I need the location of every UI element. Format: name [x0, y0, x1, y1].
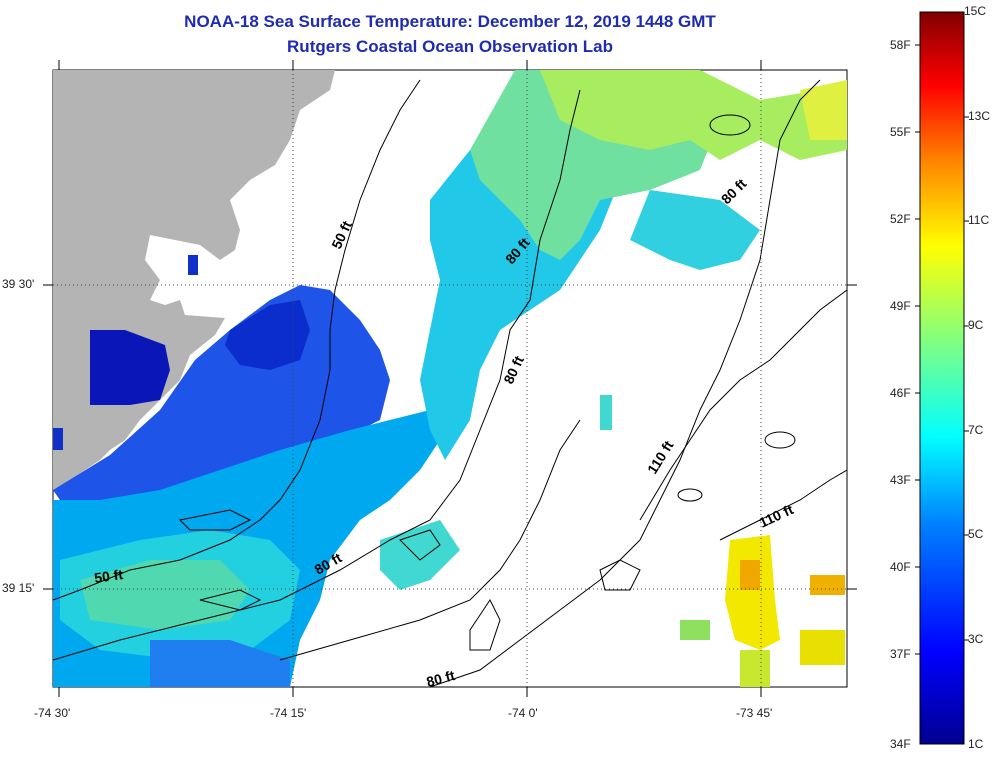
- lon-label-1: -74 30': [34, 706, 71, 720]
- cb-c-11: 11C: [968, 213, 990, 227]
- colorbar: [919, 11, 965, 745]
- lon-label-3: -74 0': [508, 706, 538, 720]
- cb-c-5: 5C: [968, 527, 984, 541]
- lon-label-4: -73 45': [736, 706, 773, 720]
- sst-pixels: [53, 70, 847, 687]
- cb-f-58: 58F: [890, 38, 911, 52]
- cb-c-7: 7C: [968, 423, 984, 437]
- cb-f-34: 34F: [890, 737, 911, 751]
- cb-f-55: 55F: [890, 125, 911, 139]
- grid-lines: [53, 70, 847, 687]
- cb-c-1: 1C: [968, 737, 984, 751]
- cb-f-46: 46F: [890, 386, 911, 400]
- cb-f-52: 52F: [890, 212, 911, 226]
- cb-f-40: 40F: [890, 560, 911, 574]
- lat-label-1: 39 30': [2, 277, 35, 291]
- cb-c-13: 13C: [968, 109, 991, 123]
- map-title: NOAA-18 Sea Surface Temperature: Decembe…: [184, 12, 716, 31]
- lon-label-2: -74 15': [270, 706, 307, 720]
- map-subtitle: Rutgers Coastal Ocean Observation Lab: [287, 37, 613, 56]
- cb-c-9: 9C: [968, 318, 984, 332]
- cb-c-15: 15C: [964, 4, 987, 18]
- cb-c-3: 3C: [968, 632, 984, 646]
- colorbar-ticks: [915, 44, 969, 655]
- axis-ticks: [43, 60, 857, 697]
- contour-label-80ft-e: 80 ft: [425, 667, 457, 690]
- contour-label-50ft-west: 50 ft: [93, 566, 124, 586]
- bathymetry-contours: [53, 79, 847, 687]
- lat-label-2: 39 15': [2, 581, 35, 595]
- cb-f-43: 43F: [890, 473, 911, 487]
- cb-f-37: 37F: [890, 647, 911, 661]
- cb-f-49: 49F: [890, 299, 911, 313]
